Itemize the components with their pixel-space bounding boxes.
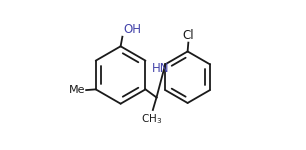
Text: OH: OH (123, 23, 141, 36)
Text: Me: Me (69, 85, 85, 95)
Text: Cl: Cl (182, 29, 194, 42)
Text: HN: HN (152, 62, 170, 75)
Text: CH$_3$: CH$_3$ (141, 112, 163, 126)
